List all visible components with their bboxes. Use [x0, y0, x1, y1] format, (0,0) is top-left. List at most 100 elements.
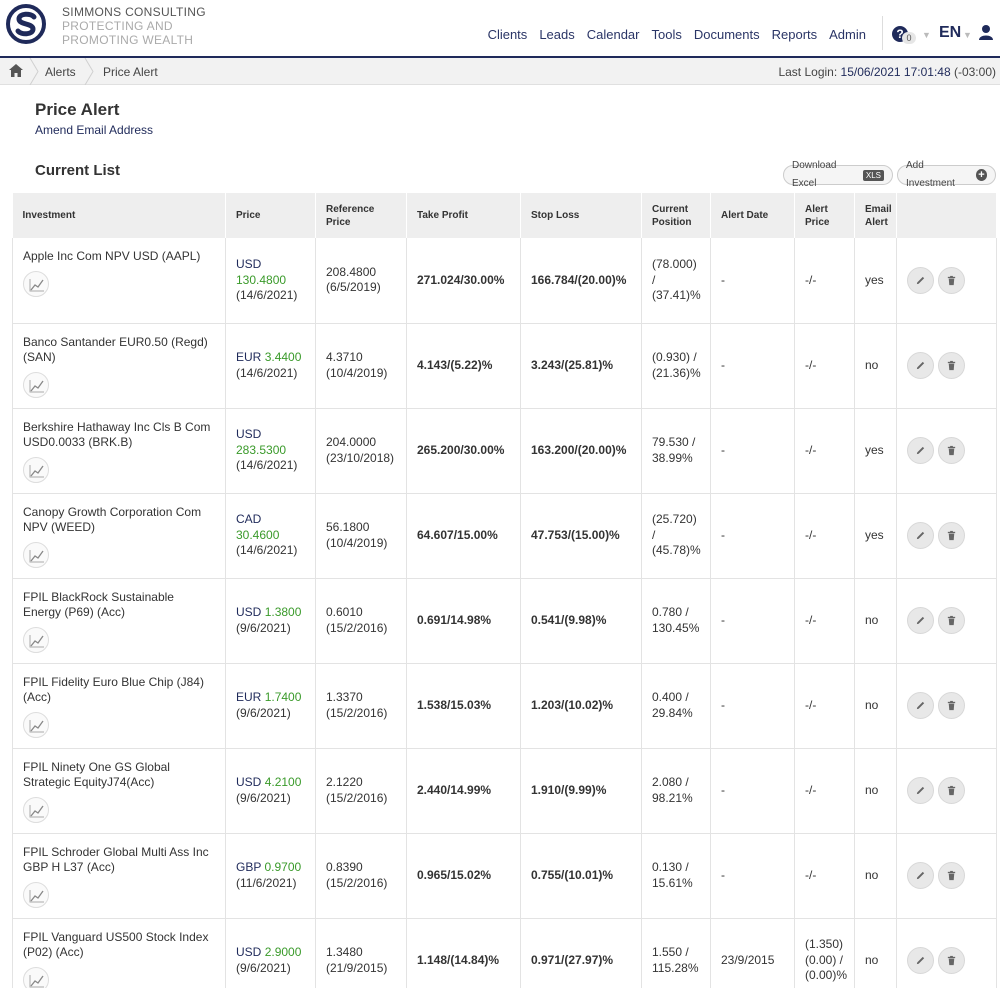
cell-investment: FPIL BlackRock Sustainable Energy (P69) … [12, 578, 226, 664]
col-alert-date[interactable]: Alert Date [710, 193, 795, 238]
trash-icon[interactable] [938, 607, 965, 634]
line-chart-icon[interactable] [23, 456, 49, 483]
col-stop-loss[interactable]: Stop Loss [520, 193, 642, 238]
download-excel-button[interactable]: Download Excel XLS [783, 160, 893, 189]
last-login-timezone: (-03:00) [953, 65, 996, 79]
nav-admin[interactable]: Admin [829, 27, 866, 42]
table-row: Canopy Growth Corporation Com NPV (WEED)… [12, 493, 997, 579]
amend-email-link[interactable]: Amend Email Address [35, 123, 154, 137]
chevron-down-icon[interactable]: ▼ [963, 30, 972, 40]
pencil-icon[interactable] [907, 777, 934, 804]
investment-name[interactable]: Apple Inc Com NPV USD (AAPL) [23, 249, 201, 263]
trash-icon[interactable] [938, 352, 965, 379]
trash-icon[interactable] [938, 522, 965, 549]
trash-icon[interactable] [938, 437, 965, 464]
pencil-icon[interactable] [907, 522, 934, 549]
investment-name[interactable]: FPIL Ninety One GS Global Strategic Equi… [23, 759, 170, 790]
col-current-position[interactable]: Current Position [641, 193, 711, 238]
cell-investment: FPIL Schroder Global Multi Ass Inc GBP H… [12, 833, 226, 919]
pencil-icon[interactable] [907, 437, 934, 464]
price-alert-table: Investment Price Reference Price Take Pr… [12, 193, 997, 988]
pencil-icon[interactable] [907, 352, 934, 379]
investment-name[interactable]: FPIL BlackRock Sustainable Energy (P69) … [23, 589, 174, 620]
reference-price: 0.8390 [326, 860, 363, 874]
trash-icon[interactable] [938, 862, 965, 889]
currency-code: GBP [236, 860, 262, 874]
price-date: (9/6/2021) [236, 960, 291, 975]
col-reference-price[interactable]: Reference Price [315, 193, 407, 238]
nav-leads[interactable]: Leads [539, 27, 575, 42]
reference-date: (23/10/2018) [326, 450, 395, 465]
current-price: 0.9700 [264, 860, 302, 874]
investment-name[interactable]: Banco Santander EUR0.50 (Regd) (SAN) [23, 334, 208, 365]
current-price: 130.4800 [236, 272, 287, 287]
reference-price: 2.1220 [326, 775, 363, 789]
pencil-icon[interactable] [907, 607, 934, 634]
cell-alert-date: 23/9/2015 [710, 918, 795, 988]
line-chart-icon[interactable] [23, 711, 49, 738]
currency-code: USD [236, 257, 262, 271]
line-chart-icon[interactable] [23, 626, 49, 653]
home-icon[interactable] [9, 64, 23, 77]
trash-icon[interactable] [938, 777, 965, 804]
investment-name[interactable]: FPIL Vanguard US500 Stock Index (P02) (A… [23, 929, 209, 960]
line-chart-icon[interactable] [23, 966, 49, 988]
nav-reports[interactable]: Reports [771, 27, 818, 42]
price-date: (9/6/2021) [236, 620, 291, 635]
nav-documents[interactable]: Documents [693, 27, 760, 42]
reference-date: (21/9/2015) [326, 960, 388, 975]
cell-current-position: 1.550 / 115.28% [641, 918, 711, 988]
language-selector[interactable]: EN [939, 24, 962, 41]
pencil-icon[interactable] [907, 692, 934, 719]
cell-take-profit: 64.607/15.00% [406, 493, 521, 579]
trash-icon[interactable] [938, 266, 965, 294]
cell-stop-loss: 0.971/(27.97)% [520, 918, 642, 988]
chevron-down-icon[interactable]: ▼ [922, 30, 931, 40]
table-row: Apple Inc Com NPV USD (AAPL) USD 130.4800… [12, 238, 997, 324]
investment-name[interactable]: Berkshire Hathaway Inc Cls B Com USD0.00… [23, 419, 211, 450]
current-price: 1.3800 [264, 605, 302, 619]
pencil-icon[interactable] [907, 266, 934, 294]
col-investment[interactable]: Investment [12, 193, 226, 238]
nav-clients[interactable]: Clients [487, 27, 528, 42]
line-chart-icon[interactable] [23, 270, 49, 297]
user-icon[interactable] [978, 24, 994, 40]
help-menu[interactable]: ? 0 [892, 26, 920, 44]
s-logo-icon[interactable] [6, 4, 46, 44]
line-chart-icon[interactable] [23, 881, 49, 908]
trash-icon[interactable] [938, 692, 965, 719]
col-price[interactable]: Price [225, 193, 316, 238]
trash-icon[interactable] [938, 947, 965, 974]
cell-investment: FPIL Fidelity Euro Blue Chip (J84) (Acc) [12, 663, 226, 749]
cell-reference-price: 0.8390 (15/2/2016) [315, 833, 407, 919]
pencil-icon[interactable] [907, 947, 934, 974]
cell-email-alert: yes [854, 238, 897, 324]
line-chart-icon[interactable] [23, 796, 49, 823]
cell-alert-price: -/- [794, 833, 855, 919]
brand-name: SIMMONS CONSULTING PROTECTING AND PROMOT… [62, 5, 206, 47]
breadcrumb-alerts[interactable]: Alerts [45, 65, 76, 79]
col-email-alert[interactable]: Email Alert [854, 193, 897, 238]
investment-name[interactable]: FPIL Fidelity Euro Blue Chip (J84) (Acc) [23, 674, 204, 705]
page-title: Price Alert [35, 100, 120, 119]
line-chart-icon[interactable] [23, 541, 49, 568]
cell-investment: Berkshire Hathaway Inc Cls B Com USD0.00… [12, 408, 226, 494]
nav-tools[interactable]: Tools [651, 27, 682, 42]
add-investment-button[interactable]: Add Investment + [897, 160, 996, 189]
investment-name[interactable]: FPIL Schroder Global Multi Ass Inc GBP H… [23, 844, 209, 875]
pencil-icon[interactable] [907, 862, 934, 889]
cell-alert-date: - [710, 578, 795, 664]
col-take-profit[interactable]: Take Profit [406, 193, 521, 238]
line-chart-icon[interactable] [23, 371, 49, 398]
cell-price: USD 1.3800 (9/6/2021) [225, 578, 316, 664]
cell-price: EUR 3.4400 (14/6/2021) [225, 323, 316, 409]
reference-date: (15/2/2016) [326, 705, 388, 720]
currency-code: USD [236, 945, 262, 959]
col-alert-price[interactable]: Alert Price [794, 193, 855, 238]
cell-price: USD 130.4800 (14/6/2021) [225, 238, 316, 324]
cell-current-position: 2.080 / 98.21% [641, 748, 711, 834]
cell-actions [896, 833, 997, 919]
col-actions [896, 193, 997, 238]
investment-name[interactable]: Canopy Growth Corporation Com NPV (WEED) [23, 504, 202, 535]
nav-calendar[interactable]: Calendar [586, 27, 640, 42]
